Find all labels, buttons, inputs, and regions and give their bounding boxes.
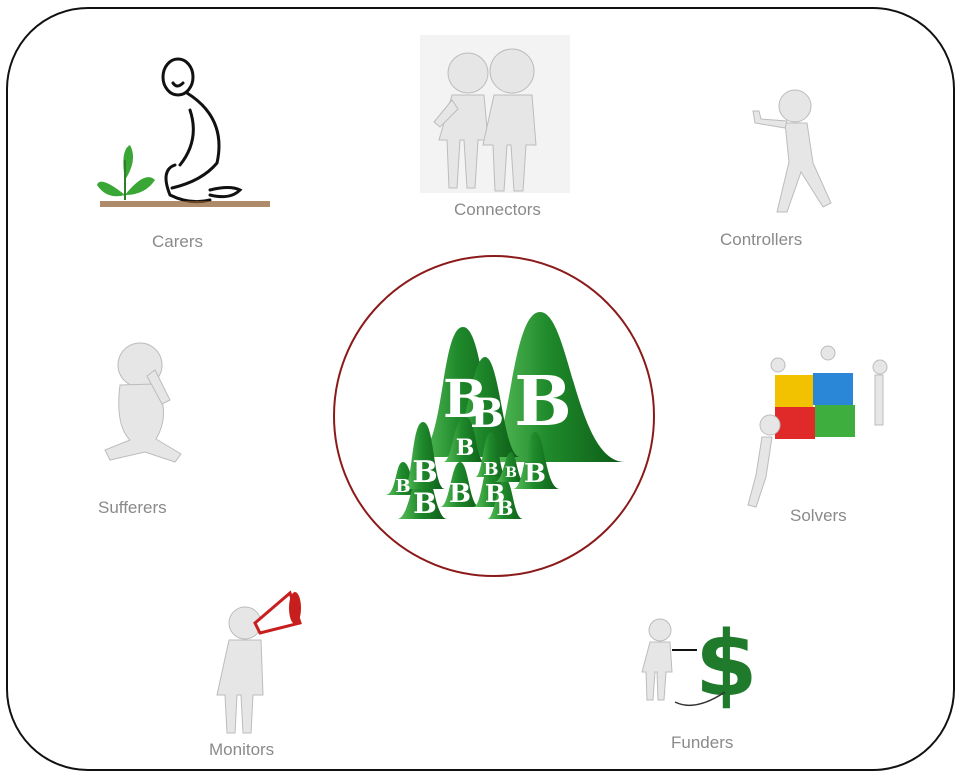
sufferers-label: Sufferers	[98, 498, 167, 517]
svg-text:B: B	[443, 369, 487, 430]
svg-text:B: B	[524, 459, 546, 489]
sad-sitting-figure-icon	[104, 342, 182, 463]
carers-label: Carers	[152, 232, 204, 251]
node-solvers: Solvers	[740, 345, 900, 535]
svg-text:B: B	[483, 459, 498, 480]
node-monitors: Monitors	[205, 578, 325, 768]
dollar-pump-figure-icon: $	[641, 612, 758, 717]
svg-text:B: B	[395, 476, 410, 497]
thumbs-up-figure-icon	[752, 89, 832, 213]
svg-text:B: B	[470, 390, 504, 437]
node-carers: Carers	[95, 55, 275, 255]
svg-text:B: B	[413, 487, 437, 520]
gardener-stick-figure-icon	[97, 57, 270, 207]
svg-text:B: B	[505, 465, 517, 481]
svg-text:$: $	[695, 612, 758, 717]
megaphone-figure-icon	[216, 590, 302, 734]
node-funders: $ Funders	[640, 610, 790, 760]
solvers-label: Solvers	[790, 506, 847, 525]
center-circle: B B B B B B B B B B B B B	[333, 255, 655, 577]
svg-text:B: B	[412, 455, 437, 490]
green-b-mountains-icon: B B B B B B B B B B B B B	[385, 312, 625, 520]
funders-label: Funders	[671, 733, 734, 752]
svg-text:B: B	[497, 496, 514, 520]
connectors-label: Connectors	[454, 200, 541, 219]
node-connectors: Connectors	[420, 35, 580, 225]
svg-text:B: B	[485, 479, 505, 508]
controllers-label: Controllers	[720, 230, 803, 249]
svg-text:B: B	[514, 362, 571, 442]
monitors-label: Monitors	[209, 740, 275, 759]
svg-text:B: B	[456, 435, 475, 461]
two-figures-icon	[420, 35, 570, 193]
svg-text:B: B	[449, 479, 471, 509]
puzzle-team-icon	[747, 345, 888, 508]
node-sufferers: Sufferers	[90, 335, 220, 525]
node-controllers: Controllers	[715, 88, 865, 258]
